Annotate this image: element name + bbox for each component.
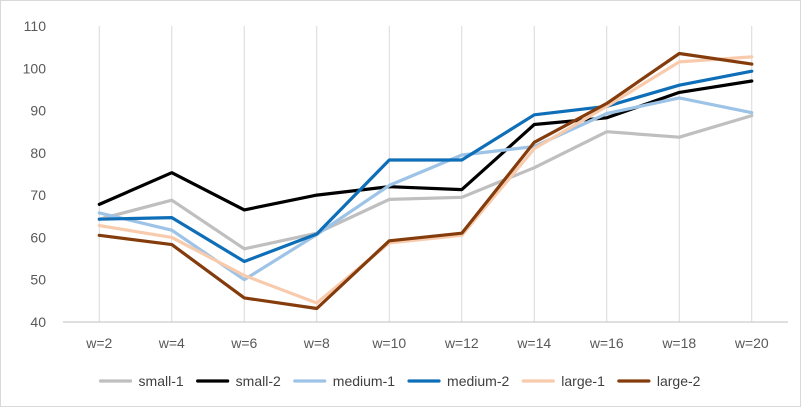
legend-item-small-1: small-1	[98, 373, 184, 389]
x-tick-label: w=18	[661, 335, 696, 351]
legend-label: large-1	[561, 373, 605, 389]
x-tick-label: w=8	[303, 335, 330, 351]
legend-item-medium-1: medium-1	[293, 373, 395, 389]
x-tick-label: w=14	[516, 335, 551, 351]
series-line-small-1	[97, 113, 754, 251]
y-tick-label: 40	[30, 314, 46, 330]
y-tick-label: 100	[23, 60, 47, 76]
legend-item-large-1: large-1	[521, 373, 605, 389]
legend: small-1 small-2 medium-1 medium-2 large-1 lar…	[98, 373, 701, 389]
series-line-small-2	[97, 79, 754, 212]
gridlines	[98, 26, 753, 322]
legend-label: medium-2	[447, 373, 509, 389]
legend-label: small-2	[236, 373, 281, 389]
x-tick-label: w=6	[230, 335, 257, 351]
x-tick-label: w=4	[158, 335, 185, 351]
legend-item-medium-2: medium-2	[407, 373, 509, 389]
x-tick-label: w=10	[371, 335, 406, 351]
y-tick-label: 70	[30, 187, 46, 203]
series-lines	[97, 51, 754, 311]
x-tick-label: w=2	[85, 335, 112, 351]
x-tick-label: w=12	[444, 335, 479, 351]
legend-label: small-1	[139, 373, 184, 389]
y-tick-label: 80	[30, 145, 46, 161]
y-tick-label: 60	[30, 229, 46, 245]
x-tick-label: w=16	[589, 335, 624, 351]
series-line-medium-2	[97, 69, 754, 264]
axes: 40 50 60 70 80 90 100 110 w=2 w=4 w=6 w=8 w=10 w=12 w=…	[23, 18, 788, 351]
series-line-large-1	[97, 55, 754, 305]
legend-item-large-2: large-2	[617, 373, 701, 389]
y-tick-label: 110	[24, 18, 47, 34]
series-line-large-2	[97, 51, 754, 311]
legend-label: medium-1	[333, 373, 395, 389]
y-tick-label: 50	[30, 272, 46, 288]
legend-item-small-2: small-2	[196, 373, 281, 389]
y-tick-label: 90	[30, 103, 46, 119]
x-tick-label: w=20	[734, 335, 769, 351]
legend-label: large-2	[657, 373, 701, 389]
